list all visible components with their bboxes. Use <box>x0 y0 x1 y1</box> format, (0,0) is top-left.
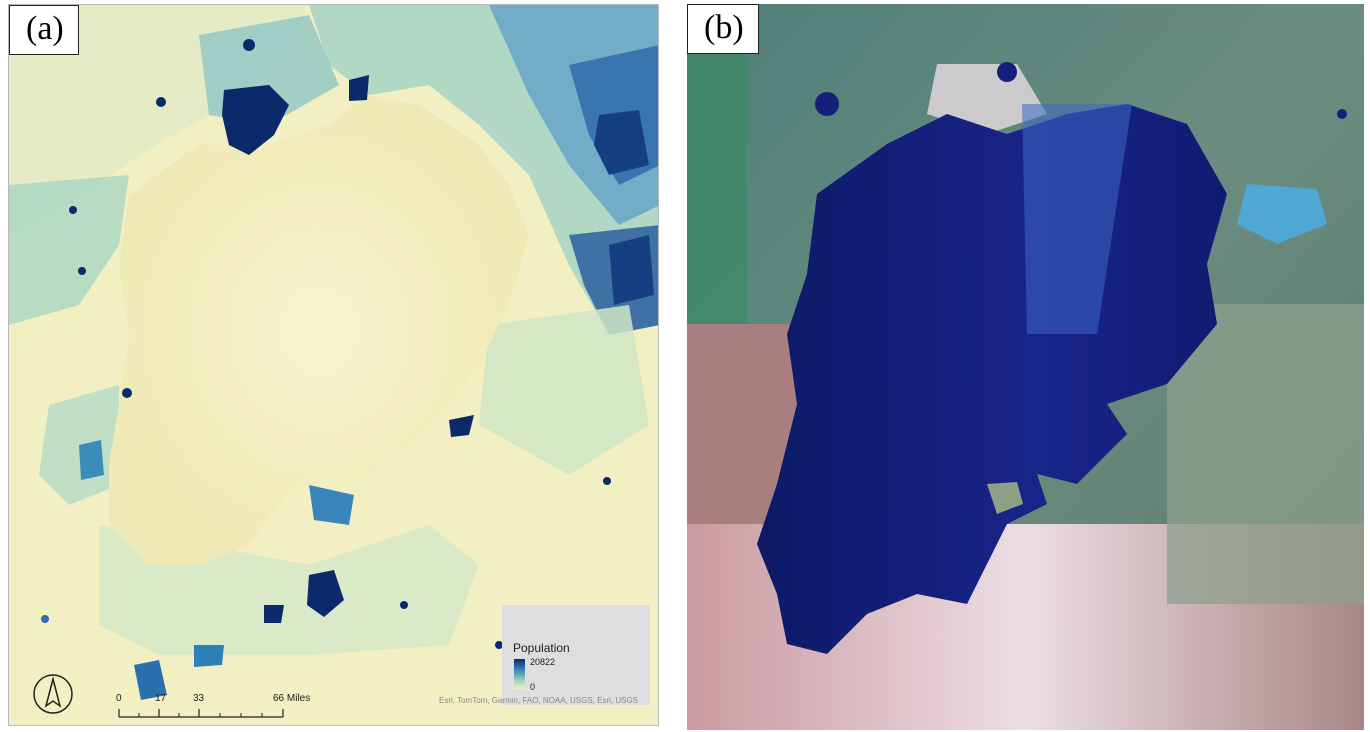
population-map-panel: (a) Population 20822 0 Esri, TomTom, Gar… <box>8 4 659 726</box>
north-arrow-icon <box>32 673 74 715</box>
scale-label-66: 66 Miles <box>273 693 311 704</box>
scale-label-0: 0 <box>116 693 122 704</box>
scale-bar: 0 17 33 66 Miles <box>113 693 333 723</box>
legend-max-label: 20822 <box>530 657 556 667</box>
scale-label-17: 17 <box>155 693 167 704</box>
scale-bar-graphic <box>118 709 284 718</box>
population-map-canvas <box>9 5 658 725</box>
panel-label-b: (b) <box>687 4 759 54</box>
scale-label-33: 33 <box>193 693 205 704</box>
legend-color-ramp <box>514 659 525 689</box>
map-attribution: Esri, TomTom, Garmin, FAO, NOAA, USGS, E… <box>439 696 638 705</box>
satellite-image-canvas <box>687 4 1364 730</box>
population-legend: Population 20822 0 <box>502 605 650 705</box>
legend-min-label: 0 <box>530 682 536 692</box>
satellite-image-panel: (b) <box>687 4 1364 730</box>
legend-title: Population <box>513 641 570 655</box>
panel-label-a: (a) <box>9 5 79 55</box>
